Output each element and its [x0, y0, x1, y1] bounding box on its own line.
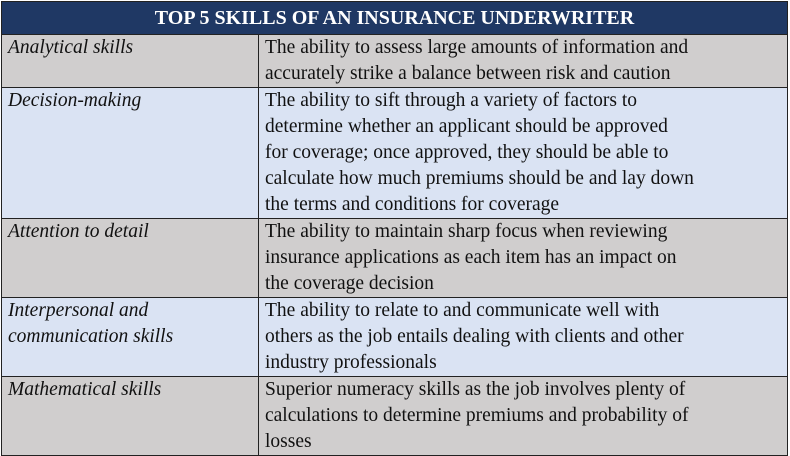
table-row: Decision-making The ability to sift throu… [1, 87, 788, 219]
skill-description-line: insurance applications as each item has … [265, 247, 677, 268]
skill-name-line: Decision-making [8, 90, 142, 111]
skill-description-cell: The ability to relate to and communicate… [258, 297, 788, 377]
table-title: TOP 5 SKILLS OF AN INSURANCE UNDERWRITER [1, 1, 788, 35]
skill-description-cell: The ability to maintain sharp focus when… [258, 218, 788, 298]
skill-description-line: Superior numeracy skills as the job invo… [265, 379, 686, 400]
skill-description-line: the coverage decision [265, 273, 434, 294]
skill-description-line: The ability to assess large amounts of i… [265, 37, 689, 58]
skill-description-line: the terms and conditions for coverage [265, 194, 560, 215]
table-row: Attention to detail The ability to mainta… [1, 218, 788, 298]
skill-name-cell: Decision-making [1, 87, 259, 219]
skill-description-line: The ability to maintain sharp focus when… [265, 221, 668, 242]
skill-description-line: The ability to relate to and communicate… [265, 300, 660, 321]
skill-description-line: accurately strike a balance between risk… [265, 63, 671, 84]
table-row: Mathematical skills Superior numeracy ski… [1, 376, 788, 456]
skill-name-cell: Analytical skills [1, 34, 259, 88]
skill-name-cell: Mathematical skills [1, 376, 259, 456]
skill-description-line: The ability to sift through a variety of… [265, 90, 638, 111]
skill-description-line: determine whether an applicant should be… [265, 116, 668, 137]
skill-description-line: others as the job entails dealing with c… [265, 326, 684, 347]
skill-name-line: Analytical skills [8, 37, 134, 58]
skill-description-cell: The ability to sift through a variety of… [258, 87, 788, 219]
skill-description-line: losses [265, 431, 312, 452]
table-row: Interpersonal and communication skills The… [1, 297, 788, 377]
skill-description-line: for coverage; once approved, they should… [265, 142, 669, 163]
skill-name-line: Attention to detail [8, 221, 149, 242]
skill-name-line: Interpersonal and [8, 300, 149, 321]
skill-description-line: calculate how much premiums should be an… [265, 168, 694, 189]
skill-name-line: communication skills [8, 326, 174, 347]
skill-description-cell: Superior numeracy skills as the job invo… [258, 376, 788, 456]
skill-description-line: industry professionals [265, 352, 437, 373]
skill-description-cell: The ability to assess large amounts of i… [258, 34, 788, 88]
skill-name-cell: Attention to detail [1, 218, 259, 298]
skill-name-cell: Interpersonal and communication skills [1, 297, 259, 377]
skill-name-line: Mathematical skills [8, 379, 162, 400]
table-header-row: TOP 5 SKILLS OF AN INSURANCE UNDERWRITER [1, 1, 788, 35]
skill-description-line: calculations to determine premiums and p… [265, 405, 689, 426]
table-row: Analytical skills The ability to assess l… [1, 34, 788, 88]
